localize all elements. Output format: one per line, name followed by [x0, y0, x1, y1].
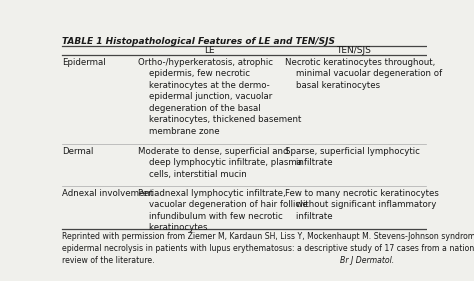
- Text: epidermal necrolysis in patients with lupus erythematosus: a descriptive study o: epidermal necrolysis in patients with lu…: [62, 244, 474, 253]
- Text: Epidermal: Epidermal: [62, 58, 106, 67]
- Text: Necrotic keratinocytes throughout,
    minimal vacuolar degeneration of
    basa: Necrotic keratinocytes throughout, minim…: [285, 58, 442, 90]
- Text: Br J Dermatol.: Br J Dermatol.: [340, 256, 394, 265]
- Text: review of the literature.: review of the literature.: [62, 256, 157, 265]
- Text: Few to many necrotic keratinocytes
    without significant inflammatory
    infi: Few to many necrotic keratinocytes witho…: [285, 189, 439, 221]
- Text: Sparse, superficial lymphocytic
    infiltrate: Sparse, superficial lymphocytic infiltra…: [285, 147, 420, 167]
- Text: Ortho-/hyperkeratosis, atrophic
    epidermis, few necrotic
    keratinocytes at: Ortho-/hyperkeratosis, atrophic epidermi…: [138, 58, 301, 136]
- Text: Moderate to dense, superficial and
    deep lymphocytic infiltrate, plasma
    c: Moderate to dense, superficial and deep …: [138, 147, 302, 178]
- Text: Dermal: Dermal: [62, 147, 93, 156]
- Text: LE: LE: [205, 46, 215, 55]
- Text: Adnexal involvement: Adnexal involvement: [62, 189, 154, 198]
- Text: TEN/SJS: TEN/SJS: [336, 46, 371, 55]
- Text: Reprinted with permission from Ziemer M, Kardaun SH, Liss Y, Mockenhaupt M. Stev: Reprinted with permission from Ziemer M,…: [62, 232, 474, 241]
- Text: TABLE 1 Histopathological Features of LE and TEN/SJS: TABLE 1 Histopathological Features of LE…: [62, 37, 335, 46]
- Text: Periadnexal lymphocytic infiltrate,
    vacuolar degeneration of hair follicle
 : Periadnexal lymphocytic infiltrate, vacu…: [138, 189, 308, 232]
